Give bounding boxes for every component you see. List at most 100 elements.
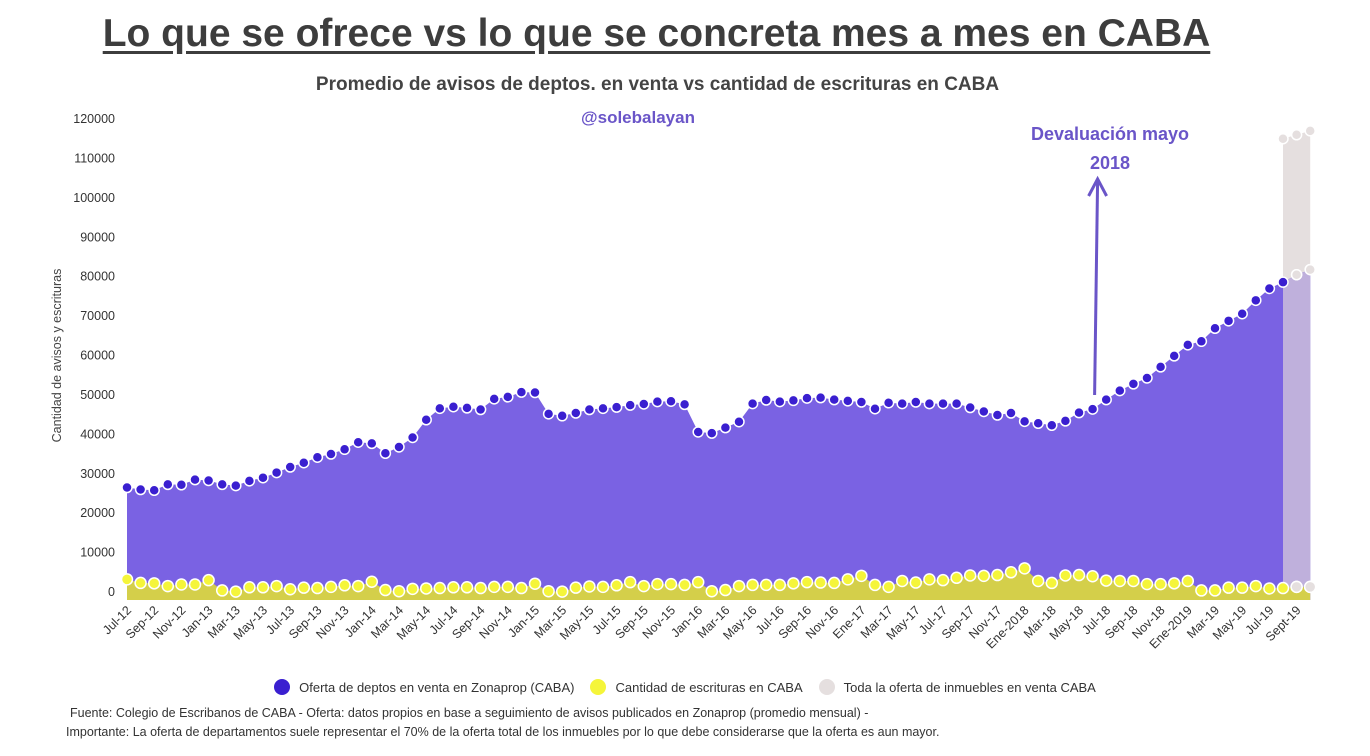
escrituras-point [188, 578, 202, 591]
oferta-point [991, 409, 1004, 421]
oferta-point [1182, 339, 1194, 351]
escrituras-point [1208, 584, 1222, 597]
area-chart: 0 10000 20000 30000 40000 50000 60000 70000 8000… [50, 112, 1317, 651]
oferta-point [1222, 315, 1235, 327]
escrituras-point [351, 579, 365, 593]
annotation-line-1: Devaluación mayo [1030, 124, 1190, 144]
oferta-point [366, 437, 378, 450]
escrituras-point [1222, 581, 1235, 594]
escrituras-point [1154, 577, 1167, 591]
oferta-point [610, 401, 623, 413]
oferta-point [461, 402, 473, 414]
oferta-point [406, 431, 419, 444]
escrituras-point [1018, 562, 1031, 575]
escrituras-point [569, 581, 583, 594]
oferta-point [760, 394, 772, 406]
oferta-point [189, 473, 201, 486]
oferta-point [787, 394, 800, 407]
oferta-point [393, 441, 405, 453]
escrituras-point [229, 585, 243, 598]
oferta-point [1154, 361, 1167, 373]
oferta-point [121, 481, 133, 494]
oferta-point [1236, 307, 1248, 320]
total-offer-overlap-point [1304, 263, 1316, 276]
legend-label-oferta: Oferta de deptos en venta en Zonaprop (C… [299, 679, 575, 695]
y-tick-label: 110000 [74, 151, 115, 165]
oferta-point [230, 479, 242, 492]
oferta-point [379, 447, 392, 460]
escrituras-point [610, 579, 623, 592]
legend-item-oferta: Oferta de deptos en venta en Zonaprop (C… [274, 679, 574, 695]
oferta-point [1209, 322, 1221, 335]
y-tick-label: 30000 [80, 467, 115, 481]
oferta-point [134, 483, 147, 496]
escrituras-point [243, 581, 256, 594]
annotation-line-2: 2018 [1089, 153, 1131, 173]
oferta-point [692, 426, 704, 438]
escrituras-point [460, 581, 474, 594]
escrituras-point [923, 573, 936, 586]
escrituras-point [515, 581, 528, 595]
y-tick-label: 0 [108, 585, 115, 599]
escrituras-point [1099, 574, 1113, 587]
y-tick-label: 40000 [80, 427, 115, 441]
oferta-point [1086, 403, 1099, 415]
escrituras-point [1086, 569, 1099, 583]
oferta-point [502, 391, 514, 403]
escrituras-point [338, 579, 351, 592]
escrituras-point [120, 573, 134, 586]
escrituras-point [487, 580, 501, 594]
escrituras-point [719, 583, 732, 597]
escrituras-point [963, 569, 977, 582]
escrituras-point [175, 578, 188, 591]
oferta-point [814, 391, 827, 404]
oferta-point [352, 436, 364, 448]
y-tick-label: 100000 [73, 191, 115, 205]
legend-swatch-total [818, 679, 835, 695]
oferta-point [434, 402, 446, 415]
oferta-point [1073, 406, 1085, 419]
legend-label-escrituras: Cantidad de escrituras en CABA [615, 679, 803, 695]
escrituras-point [202, 573, 215, 587]
escrituras-point [1031, 574, 1045, 588]
oferta-point [202, 474, 215, 487]
escrituras-point [991, 568, 1004, 582]
oferta-point [1114, 384, 1126, 397]
oferta-point [746, 397, 759, 410]
oferta-point [842, 395, 854, 407]
oferta-point [529, 386, 541, 399]
escrituras-point [542, 584, 555, 598]
oferta-point [556, 410, 568, 422]
escrituras-point [637, 579, 651, 593]
escrituras-point [855, 569, 868, 583]
devaluation-arrow-head [1087, 175, 1108, 197]
escrituras-point [773, 578, 787, 592]
escrituras-point [691, 575, 705, 589]
escrituras-point [161, 579, 175, 593]
y-tick-label: 20000 [80, 506, 115, 520]
escrituras-point [596, 580, 610, 594]
oferta-point [923, 397, 936, 410]
escrituras-point [705, 584, 719, 598]
escrituras-point [134, 576, 147, 590]
escrituras-point [406, 582, 419, 596]
oferta-point [474, 403, 487, 416]
escrituras-point [732, 579, 746, 593]
total-offer-escrituras-point [1303, 580, 1317, 594]
escrituras-point [936, 573, 950, 587]
escrituras-point [1045, 576, 1059, 590]
devaluation-annotation: Devaluación mayo 2018 [1010, 120, 1210, 178]
escrituras-point [474, 581, 487, 595]
oferta-point [828, 393, 840, 406]
oferta-point [542, 408, 555, 420]
escrituras-point [664, 577, 678, 591]
oferta-point [624, 399, 636, 411]
legend-item-escrituras: Cantidad de escrituras en CABA [590, 679, 803, 695]
oferta-point [447, 400, 460, 413]
escrituras-point [1249, 579, 1263, 593]
oferta-point [1250, 294, 1262, 307]
escrituras-point [297, 581, 311, 594]
oferta-point [706, 427, 718, 439]
escrituras-point [270, 579, 283, 593]
oferta-point [243, 475, 256, 487]
